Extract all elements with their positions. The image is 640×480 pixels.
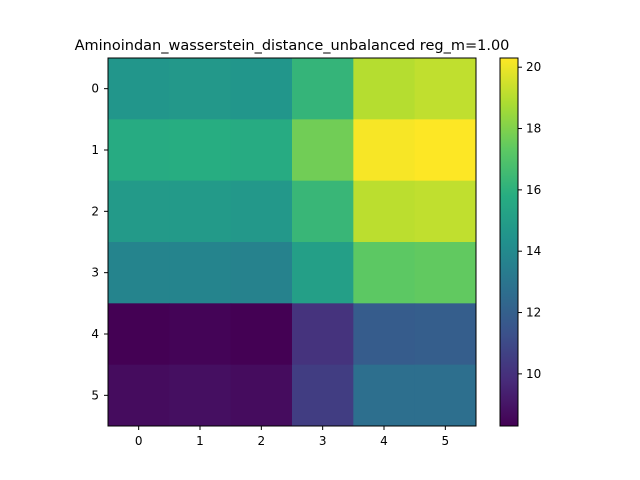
heatmap-cell-r0-c5 xyxy=(414,58,477,120)
heatmap-cell-r3-c0 xyxy=(108,242,170,304)
heatmap-cell-r2-c1 xyxy=(169,180,232,243)
heatmap-cell-r5-c0 xyxy=(108,364,170,427)
x-axis-ticks: 0 1 2 3 4 5 xyxy=(135,426,449,448)
heatmap-cell-r4-c4 xyxy=(353,303,416,366)
colorbar-tick-label: 14 xyxy=(526,244,541,258)
heatmap-cell-r5-c4 xyxy=(353,364,416,427)
x-tick-label: 3 xyxy=(319,434,327,448)
y-tick-label: 4 xyxy=(91,327,99,341)
chart-title: Aminoindan_wasserstein_distance_unbalanc… xyxy=(75,38,510,54)
colorbar-ticks: 10 12 14 16 18 20 xyxy=(518,60,541,381)
heatmap-cell-r1-c3 xyxy=(292,119,354,182)
heatmap-cell-r1-c0 xyxy=(108,119,170,182)
heatmap-cell-r3-c1 xyxy=(169,242,232,304)
heatmap-cell-r2-c5 xyxy=(414,180,477,243)
y-tick-label: 3 xyxy=(91,266,99,280)
heatmap-cell-r3-c2 xyxy=(230,242,293,304)
heatmap-cell-r0-c3 xyxy=(292,58,354,120)
heatmap-cell-r0-c1 xyxy=(169,58,232,120)
heatmap-cell-r5-c2 xyxy=(230,364,293,427)
heatmap-cell-r0-c0 xyxy=(108,58,170,120)
colorbar-tick-label: 10 xyxy=(526,367,541,381)
heatmap-cell-r3-c5 xyxy=(414,242,477,304)
x-tick-label: 4 xyxy=(380,434,388,448)
y-tick-label: 0 xyxy=(91,82,99,96)
heatmap-cell-r1-c4 xyxy=(353,119,416,182)
heatmap-cell-r5-c1 xyxy=(169,364,232,427)
heatmap-cell-r4-c2 xyxy=(230,303,293,366)
heatmap-cell-r1-c1 xyxy=(169,119,232,182)
y-tick-label: 5 xyxy=(91,388,99,402)
heatmap-cell-r4-c5 xyxy=(414,303,477,366)
plot-frame xyxy=(107,57,477,427)
y-tick-label: 1 xyxy=(91,143,99,157)
heatmap-cells xyxy=(108,58,477,427)
heatmap-cell-r5-c3 xyxy=(292,364,354,427)
colorbar-frame xyxy=(499,57,519,427)
heatmap-cell-r0-c2 xyxy=(230,58,293,120)
x-tick-label: 1 xyxy=(196,434,204,448)
heatmap-cell-r4-c0 xyxy=(108,303,170,366)
colorbar-tick-label: 16 xyxy=(526,183,541,197)
heatmap-cell-r4-c3 xyxy=(292,303,354,366)
heatmap-cell-r1-c5 xyxy=(414,119,477,182)
heatmap-cell-r2-c4 xyxy=(353,180,416,243)
y-tick-label: 2 xyxy=(91,204,99,218)
x-tick-label: 5 xyxy=(442,434,450,448)
heatmap-cell-r4-c1 xyxy=(169,303,232,366)
heatmap-cell-r2-c0 xyxy=(108,180,170,243)
x-tick-label: 2 xyxy=(258,434,266,448)
heatmap-cell-r2-c3 xyxy=(292,180,354,243)
colorbar-tick-label: 20 xyxy=(526,60,541,74)
colorbar xyxy=(500,58,518,426)
colorbar-tick-label: 18 xyxy=(526,122,541,136)
heatmap-cell-r3-c3 xyxy=(292,242,354,304)
colorbar-tick-label: 12 xyxy=(526,306,541,320)
y-axis-ticks: 0 1 2 3 4 5 xyxy=(91,82,108,402)
heatmap-cell-r2-c2 xyxy=(230,180,293,243)
heatmap-cell-r1-c2 xyxy=(230,119,293,182)
heatmap-cell-r0-c4 xyxy=(353,58,416,120)
heatmap-cell-r5-c5 xyxy=(414,364,477,427)
heatmap-cell-r3-c4 xyxy=(353,242,416,304)
x-tick-label: 0 xyxy=(135,434,143,448)
